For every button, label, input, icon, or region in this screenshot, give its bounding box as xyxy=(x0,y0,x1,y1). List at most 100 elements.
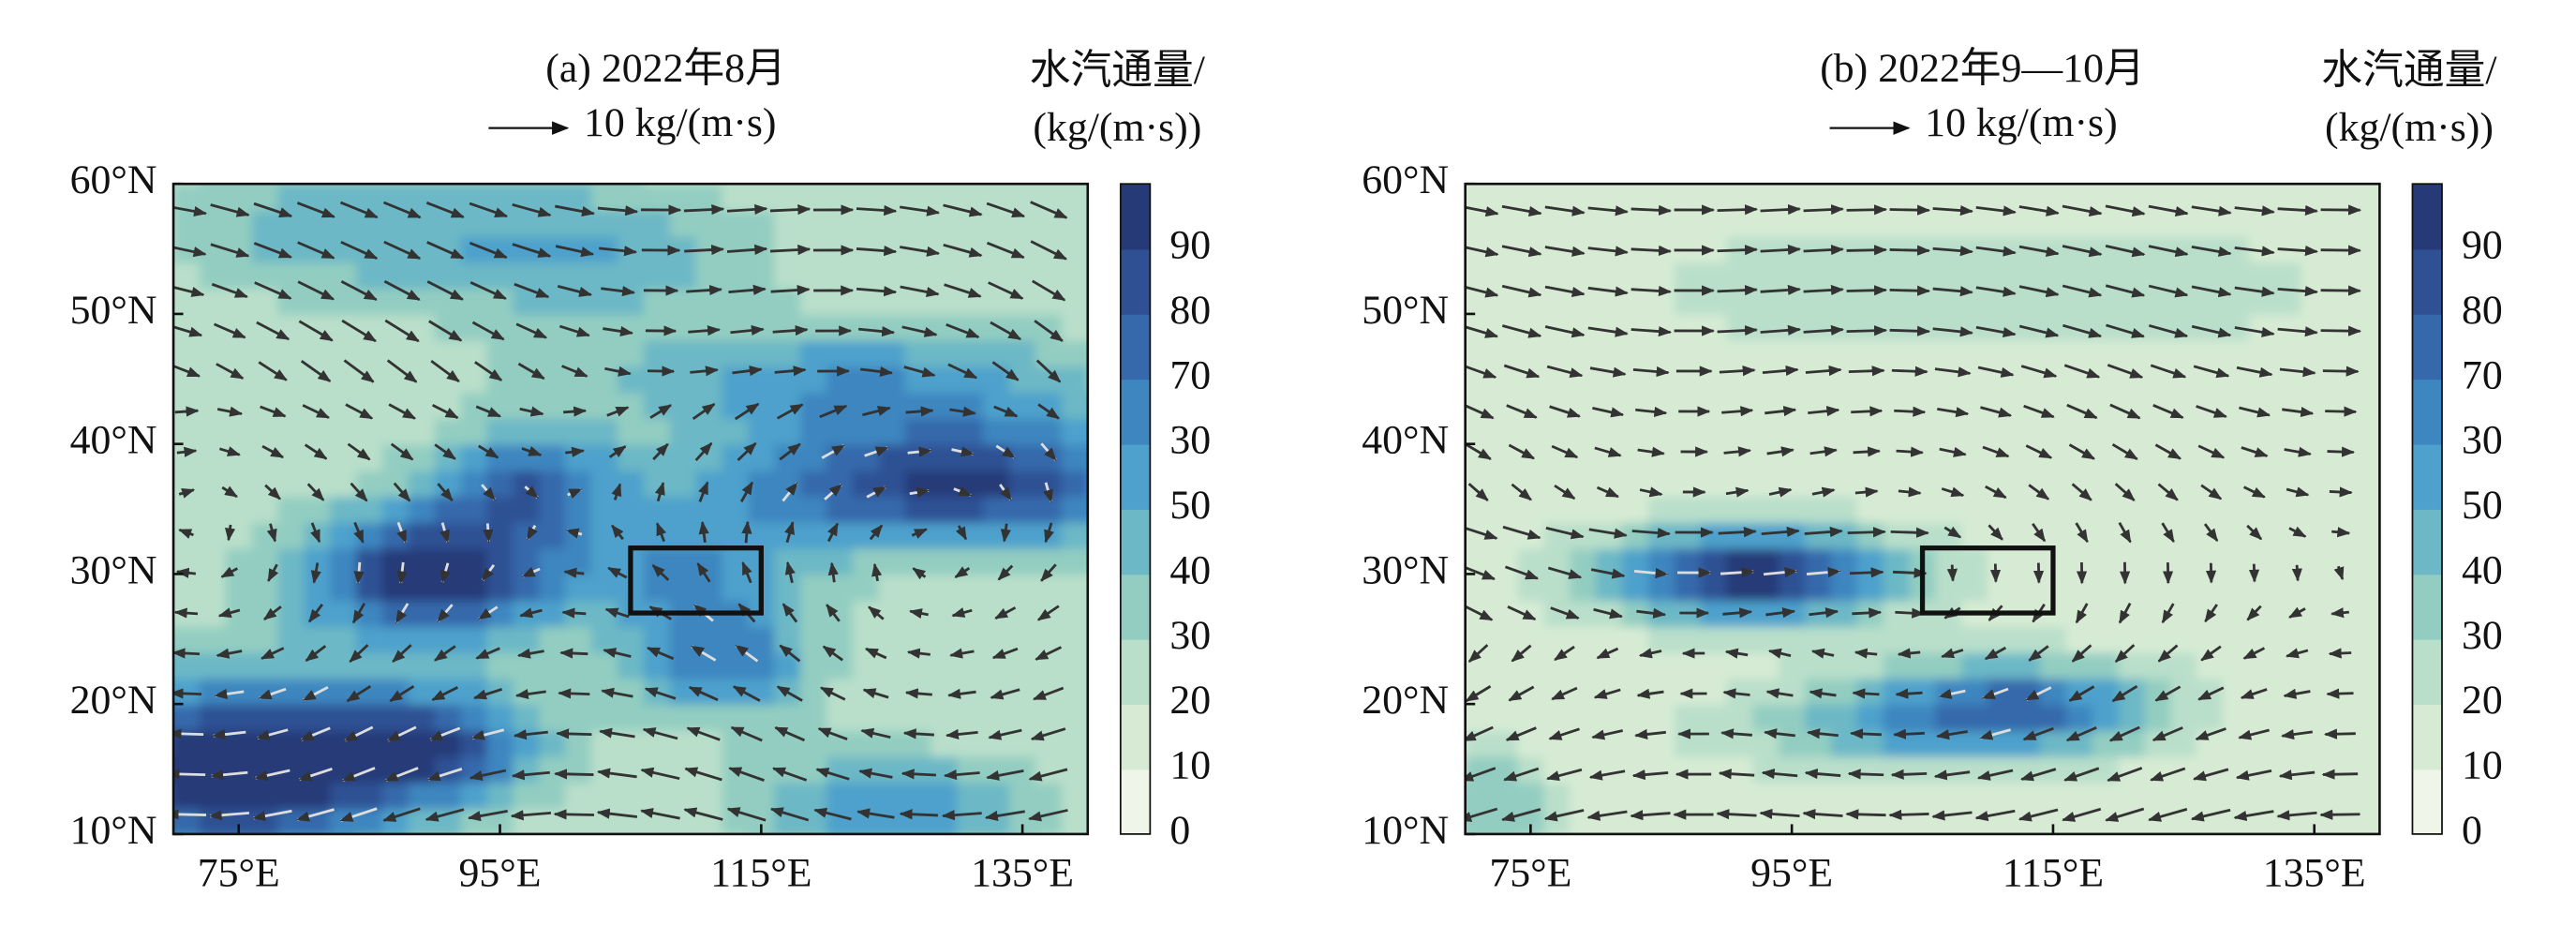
colorbar-segment xyxy=(1120,574,1151,640)
flux-cell xyxy=(1805,184,1833,186)
wind-arrow xyxy=(512,202,552,217)
flux-cell xyxy=(878,704,906,731)
flux-cell xyxy=(2118,470,2146,498)
wind-arrow xyxy=(1032,279,1066,302)
flux-cell xyxy=(1621,704,1649,731)
flux-cell xyxy=(1465,704,1493,731)
flux-cell xyxy=(1517,547,1545,575)
flux-cell xyxy=(1517,339,1545,367)
flux-cell xyxy=(1061,782,1088,810)
wind-arrow xyxy=(307,604,324,623)
flux-cell xyxy=(486,235,514,263)
flux-cell xyxy=(1752,704,1780,731)
flux-cell xyxy=(486,729,514,757)
wind-arrow xyxy=(1988,524,2003,541)
flux-cell xyxy=(931,755,959,784)
flux-cell xyxy=(1830,755,1858,784)
wind-arrow xyxy=(1719,366,1756,377)
flux-cell xyxy=(1088,574,1115,601)
flux-cell xyxy=(2040,366,2067,394)
wind-arrow xyxy=(1890,527,1929,538)
flux-cell xyxy=(565,521,593,549)
flux-cell xyxy=(1543,496,1571,523)
flux-cell xyxy=(2118,417,2146,445)
flux-cell xyxy=(1830,417,1858,445)
wind-arrow xyxy=(1989,563,2002,583)
flux-cell xyxy=(826,184,854,211)
flux-cell xyxy=(774,417,802,445)
flux-cell xyxy=(173,600,175,627)
flux-cell xyxy=(669,313,697,341)
flux-cell xyxy=(1700,625,1728,653)
flux-cell xyxy=(1543,574,1571,602)
flux-cell xyxy=(2274,704,2302,731)
flux-cell xyxy=(617,833,645,834)
flux-cell xyxy=(1961,651,1989,680)
flux-cell xyxy=(1700,184,1728,186)
flux-cell xyxy=(1856,392,1884,419)
flux-cell xyxy=(382,704,410,731)
wind-arrow xyxy=(1938,688,1966,699)
wind-arrow xyxy=(822,645,843,662)
wind-arrow xyxy=(684,244,725,256)
flux-cell xyxy=(1935,704,1963,731)
flux-cell xyxy=(460,339,488,367)
flux-cell xyxy=(852,521,880,549)
flux-cell xyxy=(591,313,619,341)
flux-cell xyxy=(800,600,828,627)
wind-arrow xyxy=(2111,443,2138,460)
flux-cell xyxy=(173,443,201,471)
flux-cell xyxy=(1856,209,1884,237)
colorbar-tick-label: 40 xyxy=(1169,547,1211,592)
colorbar-segment xyxy=(2412,313,2442,381)
flux-cell xyxy=(826,417,854,445)
flux-cell xyxy=(1752,496,1780,523)
wind-arrow xyxy=(2111,685,2138,703)
flux-cell xyxy=(434,521,462,549)
flux-cell xyxy=(1700,261,1728,290)
flux-cell xyxy=(1779,574,1807,602)
flux-cell xyxy=(2014,443,2042,471)
flux-cell xyxy=(2118,184,2146,211)
wind-arrow xyxy=(258,687,287,700)
wind-arrow xyxy=(779,644,801,663)
flux-cell xyxy=(1779,625,1807,653)
flux-cell xyxy=(1988,704,2016,731)
flux-cell xyxy=(2249,651,2276,680)
flux-cell xyxy=(1805,651,1833,680)
wind-arrow xyxy=(1976,769,2014,781)
wind-arrow xyxy=(1853,446,1882,457)
flux-cell xyxy=(1988,574,2016,602)
flux-cell xyxy=(1830,574,1858,602)
flux-cell xyxy=(2353,521,2380,549)
flux-cell xyxy=(2014,521,2042,549)
wind-arrow xyxy=(1465,685,1492,703)
flux-cell xyxy=(1596,417,1624,445)
flux-cell xyxy=(408,184,436,211)
wind-arrow xyxy=(339,807,378,822)
flux-cell xyxy=(486,651,514,680)
flux-cell xyxy=(1779,678,1807,706)
flux-cell xyxy=(1009,339,1037,367)
flux-cell xyxy=(1009,184,1037,186)
wind-arrow xyxy=(1975,286,2017,297)
wind-arrow xyxy=(1554,645,1575,662)
flux-cell xyxy=(957,261,985,290)
wind-arrow xyxy=(2323,728,2356,739)
flux-cell xyxy=(957,496,985,523)
flux-cell xyxy=(983,417,1011,445)
flux-cell xyxy=(2353,392,2380,419)
flux-cell xyxy=(2014,392,2042,419)
wind-arrow xyxy=(469,241,508,260)
flux-cell xyxy=(1491,782,1519,810)
flux-cell xyxy=(1935,184,1963,211)
wind-arrow xyxy=(267,563,279,583)
wind-arrow xyxy=(860,366,894,378)
flux-cell xyxy=(408,496,436,523)
flux-cell xyxy=(382,729,410,757)
flux-cell xyxy=(1779,521,1807,549)
wind-arrow xyxy=(649,404,673,419)
flux-cell xyxy=(1856,782,1884,810)
wind-arrow xyxy=(1592,407,1625,418)
flux-cell xyxy=(800,288,828,315)
